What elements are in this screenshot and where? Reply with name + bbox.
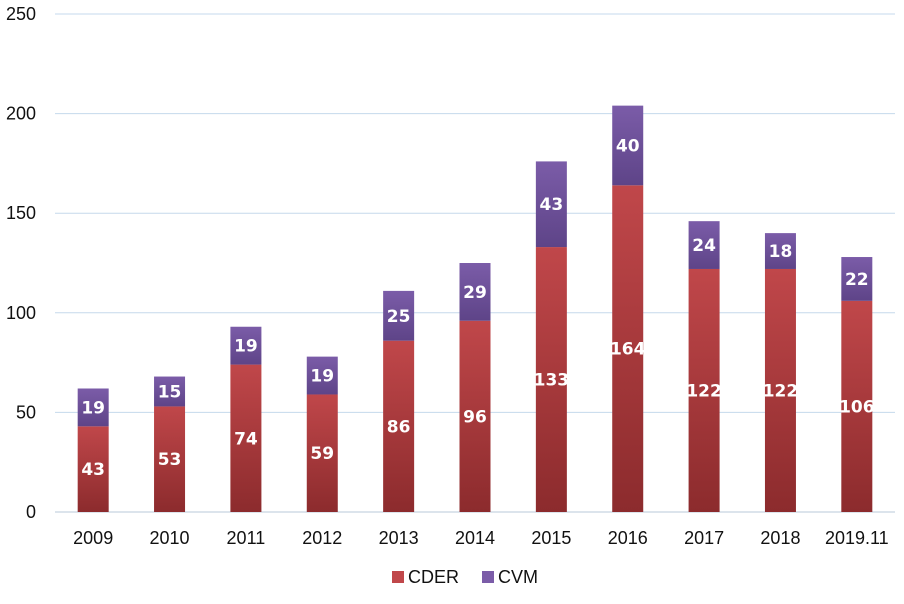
bar-cder-2018 (764, 268, 796, 512)
data-label-cder-2015: 133 (534, 371, 570, 391)
bar-cder-2019.11 (841, 300, 873, 512)
bar-cvm-2009 (77, 388, 109, 427)
data-label-cvm-2018: 18 (769, 242, 793, 262)
data-label-cder-2012: 59 (310, 444, 334, 464)
bar-cvm-2016 (612, 105, 644, 186)
data-label-cvm-2012: 19 (310, 367, 334, 387)
data-label-cvm-2019.11: 22 (845, 270, 869, 290)
bars: 43 19 53 15 74 19 59 19 86 25 96 29 133 43 164 40 122 24 1… (77, 105, 875, 512)
x-tick-label: 2012 (302, 528, 342, 548)
bar-cder-2014 (459, 320, 491, 512)
data-label-cder-2018: 122 (763, 381, 799, 401)
y-tick-label: 200 (6, 104, 36, 124)
bar-cvm-2011 (230, 326, 262, 365)
x-tick-label: 2015 (531, 528, 571, 548)
y-tick-label: 150 (6, 203, 36, 223)
bar-cder-2013 (383, 340, 415, 512)
y-tick-label: 0 (26, 502, 36, 522)
data-label-cvm-2015: 43 (540, 195, 564, 215)
data-label-cder-2013: 86 (387, 417, 411, 437)
y-tick-label: 50 (16, 402, 36, 422)
bar-cder-2009 (77, 426, 109, 512)
x-axis-ticks: 2009 2010 2011 2012 2013 2014 2015 2016 2017 2018… (73, 528, 889, 548)
data-label-cder-2009: 43 (81, 460, 105, 480)
x-tick-label: 2016 (608, 528, 648, 548)
bar-cvm-2018 (764, 233, 796, 269)
data-label-cder-2014: 96 (463, 407, 487, 427)
data-label-cder-2017: 122 (686, 381, 722, 401)
data-label-cvm-2014: 29 (463, 283, 487, 303)
bar-cder-2016 (612, 185, 644, 512)
bar-cder-2011 (230, 364, 262, 512)
y-axis-ticks: 0 50 100 150 200 250 (6, 4, 36, 522)
bar-cvm-2019.11 (841, 257, 873, 301)
data-label-cder-2019.11: 106 (839, 397, 875, 417)
x-tick-label: 2013 (379, 528, 419, 548)
data-label-cder-2010: 53 (158, 450, 182, 470)
y-tick-label: 250 (6, 4, 36, 24)
bar-cder-2010 (154, 406, 186, 512)
data-label-cvm-2010: 15 (158, 382, 182, 402)
x-tick-label: 2014 (455, 528, 495, 548)
legend: CDER CVM (392, 567, 538, 587)
data-label-cvm-2016: 40 (616, 136, 640, 156)
legend-item-cvm: CVM (482, 567, 538, 587)
data-label-cvm-2009: 19 (81, 398, 105, 418)
bar-cvm-2010 (154, 376, 186, 407)
x-tick-label: 2017 (684, 528, 724, 548)
y-tick-label: 100 (6, 303, 36, 323)
bar-cder-2012 (306, 394, 338, 512)
legend-label-cvm: CVM (498, 567, 538, 587)
data-label-cder-2011: 74 (234, 429, 258, 449)
x-tick-label: 2010 (150, 528, 190, 548)
legend-label-cder: CDER (408, 567, 459, 587)
bar-cvm-2015 (535, 161, 567, 248)
legend-swatch-cvm (482, 571, 494, 583)
data-label-cvm-2013: 25 (387, 307, 411, 327)
x-tick-label: 2018 (760, 528, 800, 548)
legend-item-cder: CDER (392, 567, 459, 587)
bar-cvm-2017 (688, 221, 720, 269)
bar-cder-2017 (688, 268, 720, 512)
data-label-cvm-2017: 24 (692, 236, 716, 256)
x-tick-label: 2019.11 (825, 528, 889, 548)
bar-cvm-2013 (383, 290, 415, 341)
bar-cder-2015 (535, 247, 567, 512)
x-tick-label: 2009 (73, 528, 113, 548)
data-label-cvm-2011: 19 (234, 337, 258, 357)
data-label-cder-2016: 164 (610, 340, 646, 360)
bar-cvm-2014 (459, 263, 491, 321)
legend-swatch-cder (392, 571, 404, 583)
bar-cvm-2012 (306, 356, 338, 395)
x-tick-label: 2011 (227, 528, 266, 548)
